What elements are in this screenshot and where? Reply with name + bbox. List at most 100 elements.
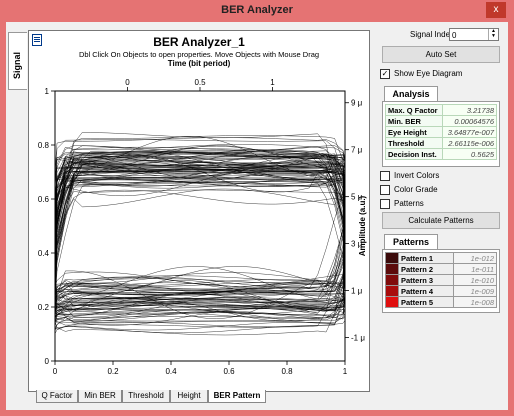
eye-trace xyxy=(54,297,346,329)
y-tick-label: 0.4 xyxy=(38,249,50,258)
analysis-value[interactable]: 3.21738 xyxy=(442,104,497,116)
pattern-row: Pattern 4 1e-009 xyxy=(385,285,497,297)
y-tick-label: 1 xyxy=(45,87,50,96)
patterns-checkbox[interactable] xyxy=(380,199,390,209)
analysis-value[interactable]: 2.66115e-006 xyxy=(442,137,497,149)
analysis-panel: Max. Q Factor 3.21738 Min. BER 0.00064576 Ey… xyxy=(382,101,500,167)
eye-trace xyxy=(54,132,346,330)
tab-q-factor[interactable]: Q Factor xyxy=(36,390,78,403)
spin-down-icon[interactable]: ▼ xyxy=(491,33,496,39)
signal-index-spinner[interactable]: 0 ▲ ▼ xyxy=(449,28,499,41)
eye-trace xyxy=(54,169,346,312)
analysis-key: Min. BER xyxy=(385,115,443,127)
eye-trace xyxy=(54,177,346,272)
pattern-value[interactable]: 1e-010 xyxy=(453,274,497,286)
eye-trace xyxy=(54,305,346,326)
pattern-swatch[interactable] xyxy=(385,263,399,275)
tab-ber-pattern[interactable]: BER Pattern xyxy=(208,390,266,403)
document-icon[interactable] xyxy=(32,34,42,46)
eye-trace xyxy=(54,150,346,324)
analysis-row: Decision Inst. 0.5625 xyxy=(385,148,497,160)
eye-trace xyxy=(54,168,346,322)
close-button[interactable]: x xyxy=(486,2,506,18)
pattern-row: Pattern 3 1e-010 xyxy=(385,274,497,286)
y-right-tick-label: 7 μ xyxy=(351,146,363,155)
eye-trace xyxy=(54,154,346,313)
eye-trace xyxy=(54,161,346,336)
eye-trace xyxy=(54,155,346,305)
tab-threshold[interactable]: Threshold xyxy=(122,390,170,403)
analysis-value[interactable]: 0.5625 xyxy=(442,148,497,160)
analysis-value[interactable]: 0.00064576 xyxy=(442,115,497,127)
eye-trace xyxy=(54,176,346,330)
eye-trace xyxy=(54,145,346,320)
eye-trace xyxy=(54,175,346,312)
eye-trace xyxy=(54,138,346,323)
eye-trace xyxy=(54,174,346,321)
invert-colors-label: Invert Colors xyxy=(394,171,440,180)
tab-analysis[interactable]: Analysis xyxy=(384,86,438,102)
x-tick-label: 1 xyxy=(343,367,348,376)
eye-trace xyxy=(54,164,346,307)
color-grade-checkbox[interactable] xyxy=(380,185,390,195)
plot-title[interactable]: BER Analyzer_1 xyxy=(153,35,245,49)
eye-trace xyxy=(54,187,346,327)
pattern-value[interactable]: 1e-009 xyxy=(453,285,497,297)
eye-diagram-panel[interactable]: 0 0.2 0.4 0.6 0.8 1 0 0.5 1 0 0.2 0.4 0.6 0.8 1 -1 μ 1 μ… xyxy=(28,30,370,392)
eye-diagram-svg[interactable]: 0 0.2 0.4 0.6 0.8 1 0 0.5 1 0 0.2 0.4 0.6 0.8 1 -1 μ 1 μ… xyxy=(29,31,369,391)
invert-colors-checkbox[interactable] xyxy=(380,171,390,181)
analysis-key: Max. Q Factor xyxy=(385,104,443,116)
tab-patterns[interactable]: Patterns xyxy=(384,234,438,250)
pattern-swatch[interactable] xyxy=(385,296,399,308)
pattern-swatch[interactable] xyxy=(385,285,399,297)
pattern-key: Pattern 1 xyxy=(398,252,454,264)
eye-trace xyxy=(54,235,346,326)
top-axis-label: Time (bit period) xyxy=(167,59,231,68)
eye-trace xyxy=(54,186,346,309)
pattern-swatch[interactable] xyxy=(385,252,399,264)
eye-trace xyxy=(54,170,346,330)
analysis-table: Max. Q Factor 3.21738 Min. BER 0.00064576 Ey… xyxy=(385,104,497,160)
eye-trace xyxy=(54,161,346,313)
pattern-value[interactable]: 1e-012 xyxy=(453,252,497,264)
signal-index-label: Signal Index xyxy=(410,30,455,39)
x-top-tick-label: 0.5 xyxy=(194,78,206,87)
eye-trace xyxy=(54,178,346,316)
eye-trace xyxy=(54,157,346,301)
eye-trace xyxy=(54,199,346,335)
eye-trace xyxy=(54,166,346,305)
pattern-key: Pattern 4 xyxy=(398,285,454,297)
pattern-value[interactable]: 1e-011 xyxy=(453,263,497,275)
eye-trace xyxy=(54,171,346,300)
tab-signal[interactable]: Signal xyxy=(8,32,27,90)
title-bar[interactable]: BER Analyzer x xyxy=(0,0,514,22)
right-control-panel: Signal Index 0 ▲ ▼ Auto Set ✓ Show Eye D… xyxy=(374,22,508,410)
eye-trace xyxy=(54,271,346,305)
eye-trace xyxy=(54,135,346,325)
tab-height[interactable]: Height xyxy=(170,390,208,403)
eye-trace xyxy=(54,181,346,334)
y-tick-label: 0.8 xyxy=(38,141,50,150)
eye-trace xyxy=(54,168,346,328)
pattern-key: Pattern 3 xyxy=(398,274,454,286)
eye-trace xyxy=(54,148,346,338)
show-eye-diagram-checkbox[interactable]: ✓ xyxy=(380,69,390,79)
auto-set-button[interactable]: Auto Set xyxy=(382,46,500,63)
x-tick-label: 0.2 xyxy=(107,367,119,376)
eye-trace xyxy=(54,215,346,332)
y-right-tick-label: 9 μ xyxy=(351,99,363,108)
pattern-value[interactable]: 1e-008 xyxy=(453,296,497,308)
pattern-row: Pattern 1 1e-012 xyxy=(385,252,497,264)
x-tick-label: 0.4 xyxy=(165,367,177,376)
analysis-key: Eye Height xyxy=(385,126,443,138)
pattern-key: Pattern 2 xyxy=(398,263,454,275)
pattern-swatch[interactable] xyxy=(385,274,399,286)
calculate-patterns-button[interactable]: Calculate Patterns xyxy=(382,212,500,229)
eye-trace xyxy=(54,176,346,310)
analysis-value[interactable]: 3.64877e-007 xyxy=(442,126,497,138)
tab-min-ber[interactable]: Min BER xyxy=(78,390,122,403)
color-grade-label: Color Grade xyxy=(394,185,438,194)
spin-up-icon[interactable]: ▲ xyxy=(491,28,496,34)
